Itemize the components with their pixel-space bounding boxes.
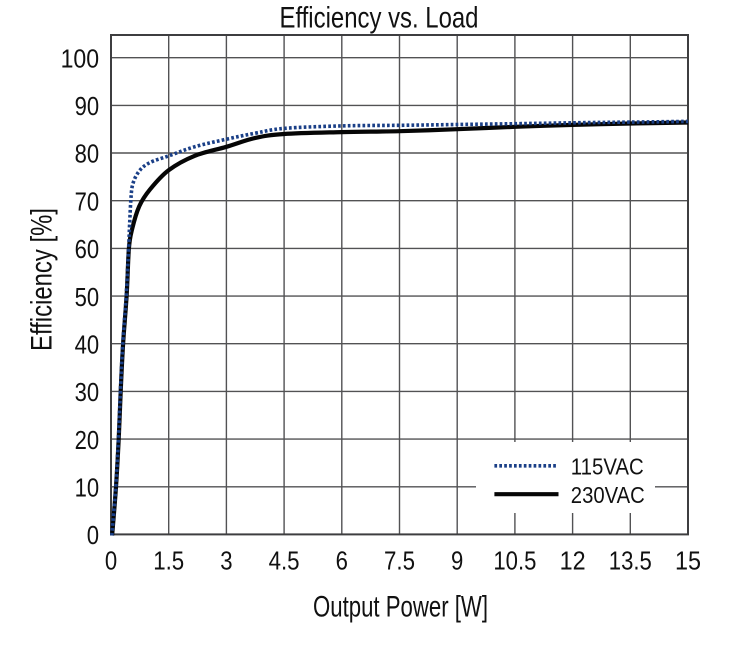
svg-text:70: 70 <box>75 186 100 216</box>
svg-text:Efficiency [%]: Efficiency [%] <box>26 208 59 351</box>
svg-text:30: 30 <box>75 377 100 407</box>
svg-text:0: 0 <box>105 546 117 576</box>
svg-text:1.5: 1.5 <box>153 546 184 576</box>
svg-text:0: 0 <box>87 520 99 550</box>
svg-text:Output Power [W]: Output Power [W] <box>313 591 488 624</box>
svg-text:100: 100 <box>61 43 100 73</box>
svg-text:60: 60 <box>75 234 100 264</box>
svg-text:90: 90 <box>75 91 100 121</box>
svg-text:230VAC: 230VAC <box>571 482 645 508</box>
svg-text:9: 9 <box>451 546 463 576</box>
svg-text:12: 12 <box>560 546 586 576</box>
svg-text:10: 10 <box>75 473 100 503</box>
svg-text:Efficiency vs. Load: Efficiency vs. Load <box>280 2 479 35</box>
svg-text:15: 15 <box>675 546 701 576</box>
svg-text:10.5: 10.5 <box>493 546 536 576</box>
svg-text:4.5: 4.5 <box>269 546 300 576</box>
svg-text:20: 20 <box>75 425 100 455</box>
svg-text:40: 40 <box>75 329 100 359</box>
svg-text:7.5: 7.5 <box>384 546 415 576</box>
svg-text:13.5: 13.5 <box>609 546 652 576</box>
svg-text:80: 80 <box>75 139 100 169</box>
svg-text:50: 50 <box>75 282 100 312</box>
svg-text:115VAC: 115VAC <box>571 453 644 479</box>
svg-text:3: 3 <box>220 546 232 576</box>
svg-text:6: 6 <box>336 546 348 576</box>
